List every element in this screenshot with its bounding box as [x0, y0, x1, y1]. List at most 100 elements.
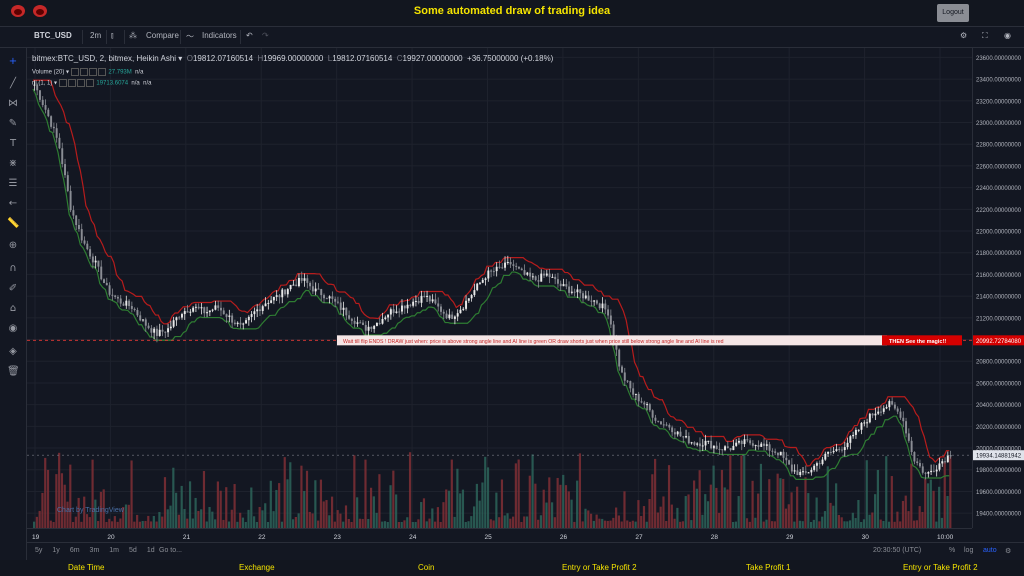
- annotation-banner: [337, 335, 887, 346]
- redo-icon[interactable]: ↷: [262, 31, 269, 40]
- drawing-toolbar: + ╱ ⋈ ✎ T ⋇ ☰ ← 📏 ⊕ ∩ ✐ ⌂ ◉ ◈ 🗑: [0, 48, 27, 560]
- volume-bar: [381, 521, 384, 528]
- auto-toggle[interactable]: auto: [983, 547, 997, 554]
- legend-eye-icon[interactable]: [58, 79, 67, 87]
- volume-bar: [392, 470, 395, 528]
- price-axis[interactable]: 23600.00000000 23400.00000000 23200.000000…: [972, 48, 1024, 528]
- candle-body: [133, 308, 136, 310]
- candle-body: [172, 320, 175, 327]
- interval-button[interactable]: 2m: [90, 31, 102, 40]
- trash-icon[interactable]: 🗑: [7, 366, 20, 377]
- indicators-icon[interactable]: 〜: [186, 32, 194, 41]
- crosshair-icon[interactable]: +: [8, 56, 18, 67]
- logout-button[interactable]: Logout: [937, 4, 969, 22]
- candle-body: [548, 273, 551, 278]
- volume-bar: [829, 502, 832, 528]
- candle-body: [317, 288, 320, 290]
- candle-body: [336, 301, 339, 303]
- volume-bar: [358, 518, 362, 528]
- volume-bar: [854, 518, 857, 528]
- open-value: 19812.07160514: [192, 54, 254, 63]
- candle-body: [86, 243, 89, 250]
- goto-button[interactable]: Go to...: [159, 547, 182, 554]
- range-button-1y[interactable]: 1y: [52, 547, 60, 554]
- time-axis[interactable]: 19 20 21 22 23 24 25 26 27 28 29 30 10:00: [27, 528, 972, 543]
- candle-body: [554, 276, 557, 280]
- lock-icon[interactable]: ⌂: [9, 303, 17, 314]
- legend-close-icon[interactable]: [88, 68, 97, 76]
- volume-bar: [83, 496, 86, 528]
- compare-button[interactable]: Compare: [146, 31, 179, 40]
- price-chart[interactable]: Wait till flip ENDS ! DRAW just when: pr…: [27, 48, 972, 528]
- candle-body: [323, 295, 325, 299]
- volume-bar: [628, 521, 632, 528]
- volume-bar: [932, 490, 935, 528]
- chart-settings-icon[interactable]: ⚙: [1005, 548, 1012, 555]
- range-button-5y[interactable]: 5y: [35, 547, 43, 554]
- magnet-icon[interactable]: ∩: [9, 263, 17, 274]
- candle-body: [537, 280, 540, 282]
- volume-bar: [924, 478, 927, 528]
- candle-body: [373, 325, 376, 329]
- undo-icon[interactable]: ↶: [246, 31, 253, 40]
- volume-bar: [294, 516, 297, 528]
- zoom-icon[interactable]: ⊕: [8, 240, 18, 251]
- candle-body: [217, 305, 220, 308]
- legend-more-icon[interactable]: [97, 68, 106, 76]
- range-button-1m[interactable]: 1m: [109, 547, 120, 554]
- symbol-legend[interactable]: bitmex:BTC_USD, 2, bitmex, Heikin Ashi: [32, 54, 177, 63]
- legend-eye-icon[interactable]: [70, 68, 79, 76]
- compare-icon[interactable]: ⁂: [129, 31, 137, 40]
- range-button-6m[interactable]: 6m: [69, 547, 80, 554]
- legend-settings-icon[interactable]: [67, 79, 76, 87]
- brush-icon[interactable]: ✎: [8, 118, 18, 129]
- volume-bar: [236, 521, 239, 528]
- red-logo-icon[interactable]: [10, 4, 26, 18]
- range-button-1d[interactable]: 1d: [146, 547, 155, 554]
- legend-close-icon[interactable]: [76, 79, 85, 87]
- lock-draw-icon[interactable]: ✐: [8, 283, 18, 294]
- candle-body: [551, 276, 554, 278]
- layers-icon[interactable]: ◈: [9, 346, 17, 357]
- legend-more-icon[interactable]: [85, 79, 94, 87]
- trend-line-icon[interactable]: ╱: [9, 78, 17, 89]
- candle-type-icon[interactable]: ⫾: [111, 31, 114, 40]
- volume-bar: [567, 491, 570, 528]
- range-button-3m[interactable]: 3m: [89, 547, 100, 554]
- camera-icon[interactable]: ◉: [1004, 31, 1011, 40]
- volume-bar: [698, 470, 701, 528]
- volume-bar: [754, 517, 757, 528]
- measure-icon[interactable]: 📏: [7, 218, 20, 229]
- percent-toggle[interactable]: %: [949, 547, 956, 554]
- range-button-5d[interactable]: 5d: [129, 547, 137, 554]
- candle-body: [389, 309, 392, 315]
- symbol-search[interactable]: BTC_USD: [34, 31, 72, 40]
- text-icon[interactable]: T: [9, 138, 17, 149]
- pattern-icon[interactable]: ⋇: [8, 158, 18, 169]
- current-price-label-bg: [973, 450, 1024, 461]
- time-tick: 30: [862, 534, 870, 541]
- legend-settings-icon[interactable]: [79, 68, 88, 76]
- red-logo-icon[interactable]: [32, 4, 48, 18]
- fib-icon[interactable]: ⋈: [8, 98, 18, 109]
- indicators-button[interactable]: Indicators: [202, 31, 237, 40]
- indicator-value: 19713.6074: [96, 80, 129, 87]
- candle-body: [420, 295, 423, 303]
- candle-body: [186, 311, 189, 313]
- candle-body: [509, 261, 512, 265]
- price-tick: 22200.00000000: [976, 208, 1022, 214]
- volume-bar: [734, 521, 737, 528]
- fullscreen-icon[interactable]: ⛶: [982, 31, 988, 40]
- settings-icon[interactable]: ⚙: [960, 31, 968, 40]
- arrow-icon[interactable]: ←: [8, 198, 18, 209]
- candle-body: [556, 279, 559, 284]
- volume-label[interactable]: Volume (20): [32, 69, 65, 76]
- eye-icon[interactable]: ◉: [8, 323, 18, 334]
- indicator-label[interactable]: nl (1, 1): [32, 80, 53, 87]
- volume-bar: [464, 521, 467, 528]
- prediction-icon[interactable]: ☰: [8, 178, 18, 189]
- volume-bar: [693, 480, 696, 528]
- volume-bar: [180, 485, 183, 528]
- log-toggle[interactable]: log: [964, 547, 974, 554]
- volume-bar: [940, 517, 944, 528]
